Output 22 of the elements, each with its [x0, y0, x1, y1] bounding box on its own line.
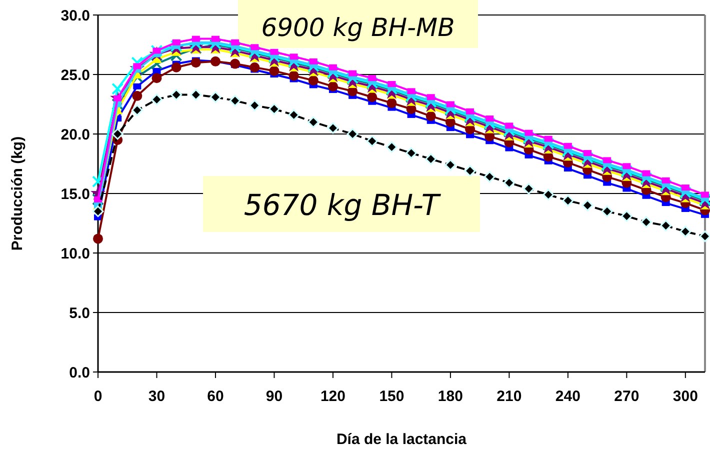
y-tick-label: 5.0	[69, 304, 90, 322]
annotation: 6900 kg BH-MB	[261, 13, 455, 42]
y-tick-label: 25.0	[60, 66, 90, 84]
x-tick-label: 0	[94, 388, 102, 405]
x-tick-label: 180	[438, 388, 463, 405]
y-tick-label: 20.0	[60, 126, 90, 144]
x-tick-label: 210	[496, 388, 522, 405]
x-tick-label: 240	[555, 388, 580, 405]
x-tick-label: 300	[672, 388, 698, 405]
y-tick-label: 15.0	[60, 186, 90, 203]
annotation: 5670 kg BH-T	[244, 188, 442, 222]
y-tick-label: 30.0	[60, 7, 90, 24]
x-axis-title: Día de la lactancia	[336, 431, 468, 448]
y-axis-title: Producción (kg)	[9, 136, 26, 251]
x-tick-label: 120	[320, 388, 346, 405]
x-tick-label: 60	[207, 388, 224, 405]
y-tick-label: 10.0	[60, 245, 90, 262]
y-tick-label: 0.0	[69, 364, 90, 382]
x-tick-label: 270	[614, 388, 640, 405]
x-tick-label: 30	[148, 388, 166, 405]
x-tick-label: 90	[266, 388, 283, 405]
x-tick-label: 150	[379, 388, 404, 405]
